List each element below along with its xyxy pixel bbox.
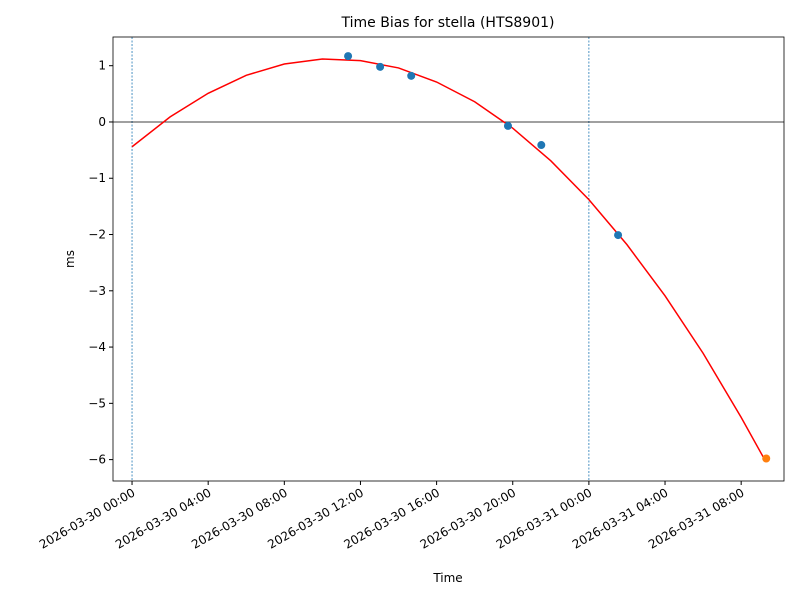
y-tick-label: −2 [88, 228, 106, 242]
chart-title: Time Bias for stella (HTS8901) [341, 15, 555, 31]
y-tick-label: 1 [98, 59, 106, 73]
y-tick-label: −3 [88, 284, 106, 298]
data-point [344, 52, 353, 61]
data-point [762, 454, 771, 463]
data-point [537, 141, 546, 150]
y-tick-label: −6 [88, 453, 106, 467]
data-point [376, 62, 385, 71]
data-point [407, 71, 416, 80]
fit-line [131, 58, 767, 463]
y-tick-label: −4 [88, 340, 106, 354]
x-axis-label: Time [432, 571, 462, 585]
data-point [614, 231, 623, 240]
y-axis-label: ms [63, 250, 77, 268]
y-tick-label: 0 [98, 115, 106, 129]
data-point [503, 121, 512, 130]
y-tick-label: −5 [88, 396, 106, 410]
y-tick-label: −1 [88, 171, 106, 185]
plot-frame [112, 36, 785, 482]
